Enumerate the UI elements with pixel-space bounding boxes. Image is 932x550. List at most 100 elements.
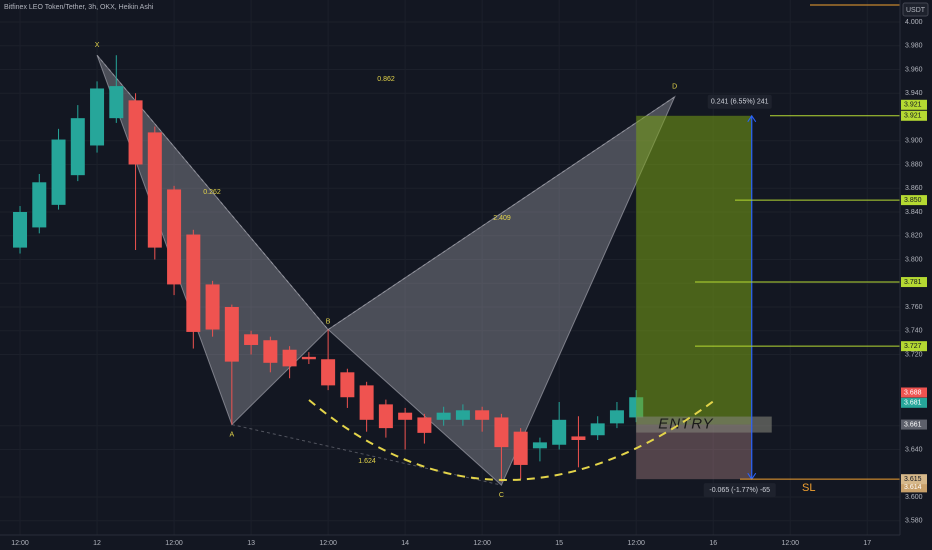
x-tick-label: 12:00 [627, 540, 645, 547]
y-tick-label: 3.860 [905, 185, 923, 192]
candle-body [263, 340, 278, 363]
info-text: 0.241 (6.55%) 241 [711, 99, 769, 106]
candle-body [186, 234, 201, 332]
price-badge-label: 3.661 [904, 421, 922, 428]
price-badge-label: 3.688 [904, 389, 922, 396]
candle-body [378, 404, 393, 429]
candle-body [128, 100, 143, 165]
price-badge-label: 3.614 [904, 484, 922, 491]
candle-body [455, 410, 470, 420]
candle-body [321, 359, 336, 386]
candle-body [417, 417, 432, 433]
price-badge [901, 99, 927, 110]
projection-curve [308, 399, 716, 481]
x-tick-label: 12:00 [781, 540, 799, 547]
x-tick-label: 12:00 [11, 540, 29, 547]
candle-body [571, 436, 586, 440]
price-badge [901, 397, 927, 408]
price-badge-label: 3.727 [904, 343, 922, 350]
candle-body [147, 132, 162, 248]
candle-body [301, 356, 316, 360]
y-tick-label: 3.640 [905, 446, 923, 453]
candle-body [32, 182, 47, 228]
y-tick-label: 3.840 [905, 209, 923, 216]
y-tick-label: 3.820 [905, 233, 923, 240]
candle-body [205, 284, 220, 330]
y-tick-label: 3.600 [905, 494, 923, 501]
y-tick-label: 3.940 [905, 90, 923, 97]
price-badge-label: 3.781 [904, 279, 922, 286]
arrow-head [747, 114, 757, 123]
x-tick-label: 15 [555, 540, 563, 547]
pattern-ratio: 1.624 [358, 458, 376, 465]
pattern-ratio: 0.262 [203, 189, 221, 196]
candle-body [109, 86, 124, 119]
info-box [707, 94, 772, 109]
candle-body [90, 88, 105, 146]
x-tick-label: 13 [247, 540, 255, 547]
price-badge [901, 474, 927, 485]
candle-body [167, 189, 182, 285]
price-badge-label: 3.921 [904, 102, 922, 109]
x-tick-label: 12:00 [473, 540, 491, 547]
x-tick-label: 17 [863, 540, 871, 547]
profit-zone [636, 115, 752, 425]
candle-body [282, 349, 297, 367]
pattern-point-label: D [672, 84, 677, 91]
candle-body [244, 334, 259, 345]
price-badge [901, 110, 927, 121]
candles [13, 55, 644, 482]
entry-text: ENTRY [658, 416, 713, 433]
y-tick-label: 3.880 [905, 161, 923, 168]
price-badge [901, 277, 927, 288]
pattern-ratio: 0.862 [377, 76, 395, 83]
price-badge-label: 3.615 [904, 476, 922, 483]
price-badge [901, 482, 927, 493]
y-tick-label: 3.960 [905, 66, 923, 73]
sl-text: SL [802, 482, 815, 494]
pattern-ratio: 2.409 [493, 215, 511, 222]
x-tick-label: 14 [401, 540, 409, 547]
x-tick-label: 12 [93, 540, 101, 547]
pattern-point-label: A [229, 431, 234, 438]
currency: USDT [906, 7, 926, 14]
price-badge-label: 3.850 [904, 197, 922, 204]
pattern-point-label: X [95, 42, 100, 49]
candle-body [70, 118, 85, 176]
y-tick-label: 3.800 [905, 256, 923, 263]
price-badge-label: 3.681 [904, 400, 922, 407]
y-tick-label: 3.980 [905, 43, 923, 50]
price-badge-label: 3.921 [904, 113, 922, 120]
y-tick-label: 3.580 [905, 518, 923, 525]
entry-bar [636, 416, 772, 433]
x-tick-label: 12:00 [165, 540, 183, 547]
chart-title: Bitfinex LEO Token/Tether, 3h, OKX, Heik… [4, 4, 154, 11]
loss-zone [636, 424, 752, 480]
pattern-point-label: B [326, 318, 331, 325]
y-tick-label: 4.000 [905, 19, 923, 26]
candle-body [13, 211, 28, 248]
candle-body [475, 410, 490, 420]
price-badge [901, 387, 927, 398]
candle-body [398, 412, 413, 420]
candle-body [51, 139, 66, 205]
info-box [703, 483, 776, 498]
pattern-triangle [327, 95, 676, 486]
price-badge [901, 195, 927, 206]
candle-body [590, 423, 605, 436]
price-axis [900, 0, 932, 535]
position: ENTRY 0.241 (6.55%) 241 -0.065 (-1.77%) -6… [636, 94, 900, 498]
candle-body [532, 442, 547, 449]
candle-body [609, 410, 624, 424]
candle-body [513, 431, 528, 465]
candle-body [494, 417, 509, 448]
currency-badge[interactable] [902, 2, 929, 17]
candle-body [359, 385, 374, 420]
x-tick-label: 12:00 [319, 540, 337, 547]
info-text: -0.065 (-1.77%) -65 [709, 487, 770, 494]
price-badge [901, 419, 927, 430]
candle-body [552, 419, 567, 445]
y-tick-label: 3.740 [905, 328, 923, 335]
